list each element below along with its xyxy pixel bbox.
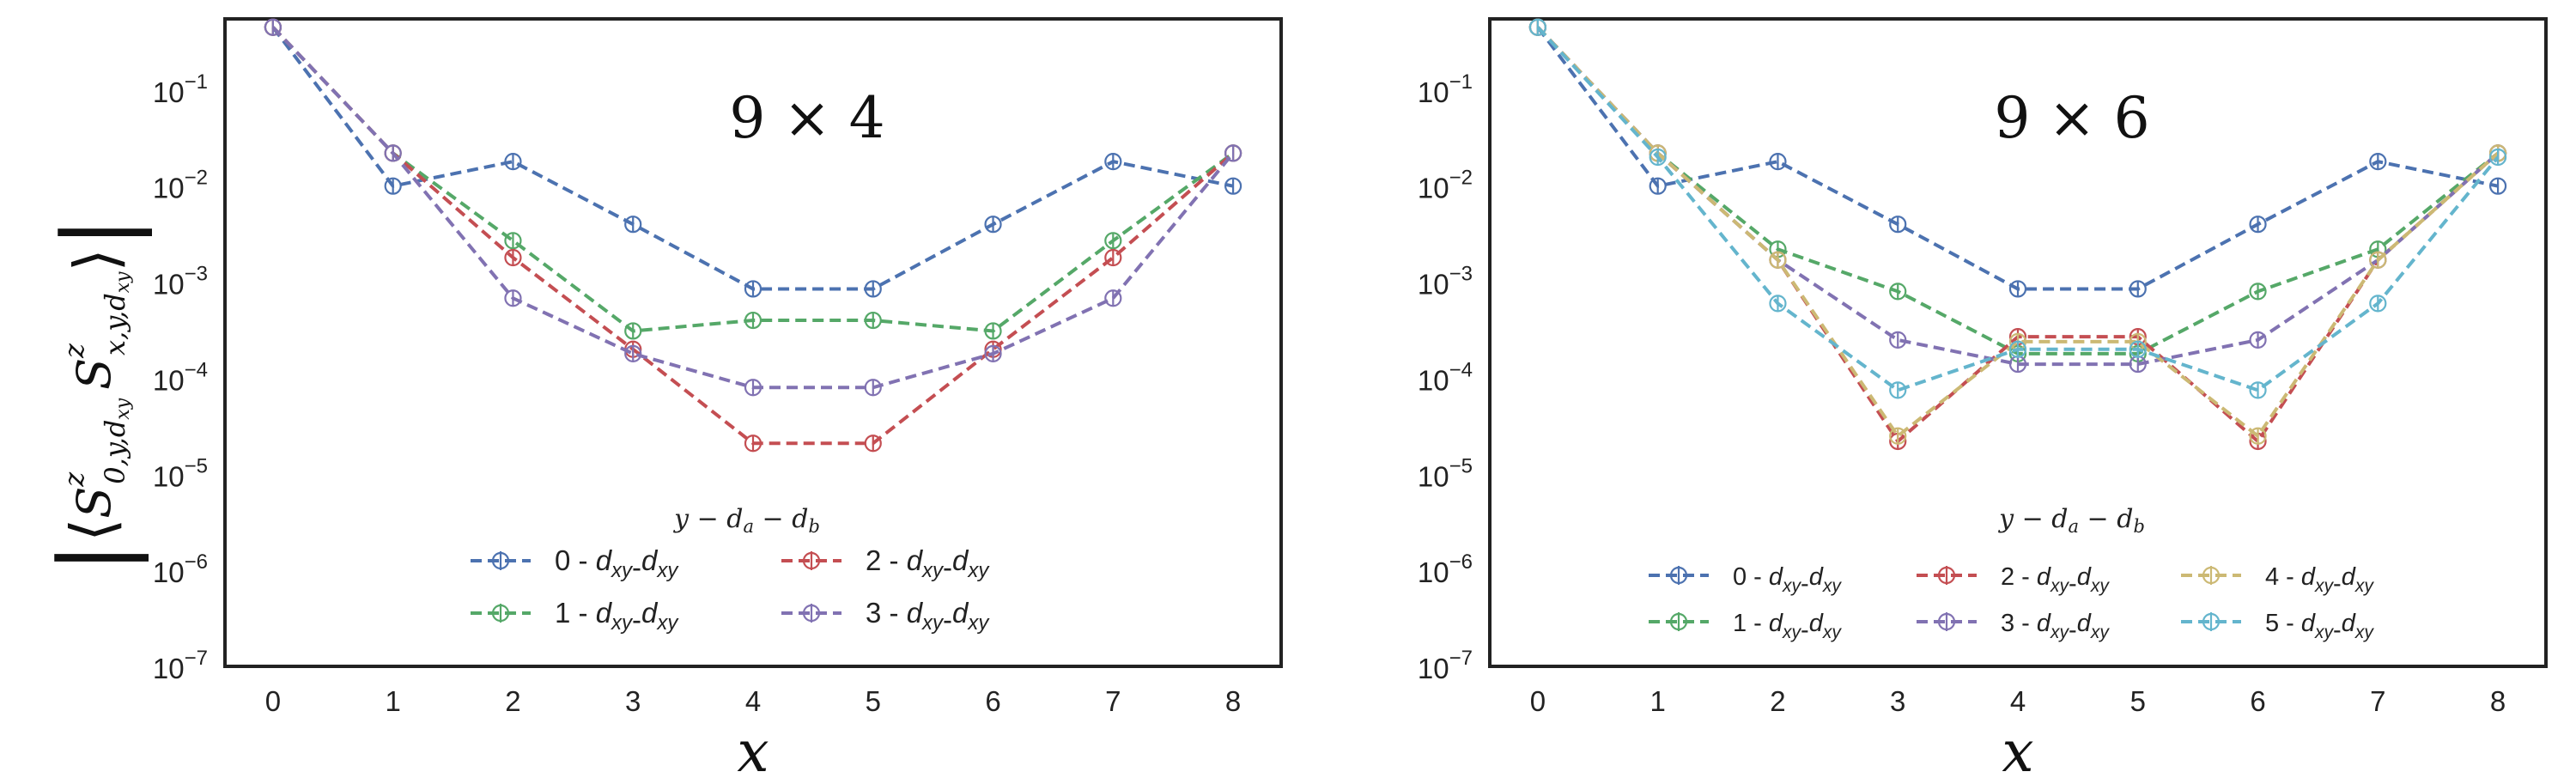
x-tick-label: 3 [1890, 685, 1905, 717]
legend-entry: 3 - dxy-dxy [781, 597, 990, 635]
x-tick-label: 2 [1770, 685, 1785, 717]
legend-title: y − da − db [1997, 504, 2145, 537]
legend-entry: 0 - dxy-dxy [471, 544, 679, 583]
y-tick-label: 10−4 [1418, 358, 1473, 396]
plot-frame [1488, 17, 2548, 668]
series-5 [1528, 18, 2507, 399]
y-tick-label: 10−1 [1418, 70, 1473, 108]
series-3 [264, 18, 1242, 397]
legend-label: 3 - dxy-dxy [2001, 610, 2110, 644]
x-tick-label: 7 [2370, 685, 2385, 717]
series-line [1536, 26, 2500, 439]
legend: y − da − db 0 - dxy-dxy 1 - dxy-dxy 2 - dxy… [471, 504, 990, 635]
legend-entry: 3 - dxy-dxy [1917, 610, 2110, 644]
plot-frame [223, 17, 1283, 668]
series-1 [1528, 18, 2507, 362]
x-tick-label: 5 [866, 685, 881, 717]
x-tick-label: 0 [1530, 685, 1546, 717]
legend-entry: 5 - dxy-dxy [2181, 610, 2374, 644]
x-tick-label: 3 [625, 685, 641, 717]
panel-9x4: 0 1 2 3 4 5 6 7 8 10−7 10−6 10−5 10−4 10−3 10−2 10−1 x 9 … [153, 17, 1283, 784]
x-tick-label: 4 [745, 685, 761, 717]
y-tick-label: 10−2 [153, 167, 208, 204]
series-line [1536, 26, 2499, 291]
legend-label: 4 - dxy-dxy [2265, 563, 2374, 598]
legend-entry: 0 - dxy-dxy [1649, 563, 1842, 598]
legend-entry: 2 - dxy-dxy [781, 544, 990, 583]
series-3 [1528, 18, 2507, 374]
y-tick-label: 10−2 [1418, 167, 1473, 204]
x-tick-label: 0 [265, 685, 281, 717]
x-tick-label: 7 [1105, 685, 1121, 717]
y-tick-label: 10−7 [153, 647, 208, 684]
x-tick-label: 6 [2250, 685, 2265, 717]
legend-entry: 1 - dxy-dxy [1649, 610, 1842, 644]
x-tick-label: 1 [386, 685, 401, 717]
y-tick-label: 10−6 [1418, 550, 1473, 588]
legend-label: 1 - dxy-dxy [555, 597, 679, 635]
y-tick-label: 10−3 [1418, 263, 1473, 301]
x-axis-label: x [737, 719, 769, 784]
x-tick-label: 2 [505, 685, 520, 717]
y-tick-label: 10−7 [1418, 647, 1473, 684]
y-tick-label: 10−5 [153, 454, 208, 492]
series-line [271, 26, 1235, 390]
series-0 [264, 18, 1242, 298]
y-tick-label: 10−5 [1418, 454, 1473, 492]
x-tick-label: 4 [2010, 685, 2026, 717]
legend-entry: 2 - dxy-dxy [1917, 563, 2110, 598]
series-line [1536, 26, 2500, 367]
y-tick-label: 10−4 [153, 358, 208, 396]
legend-label: 0 - dxy-dxy [555, 544, 679, 583]
x-tick-label: 1 [1650, 685, 1666, 717]
legend-title: y − da − db [672, 504, 820, 537]
panel-title: 9 × 6 [1994, 85, 2149, 151]
legend: y − da − db 0 - dxy-dxy 1 - dxy-dxy 2 - dxy… [1649, 504, 2374, 644]
x-tick-label: 5 [2130, 685, 2146, 717]
x-axis-label: x [2002, 719, 2033, 784]
legend-label: 5 - dxy-dxy [2265, 610, 2374, 644]
legend-label: 1 - dxy-dxy [1733, 610, 1842, 644]
x-tick-label: 8 [1225, 685, 1241, 717]
legend-entry: 1 - dxy-dxy [471, 597, 679, 635]
legend-label: 2 - dxy-dxy [2001, 563, 2110, 598]
y-tick-label: 10−6 [153, 550, 208, 588]
y-axis-label: |⟨Sz 0,y,dxySz x,y,dxy⟩| [39, 216, 152, 574]
y-tick-label: 10−1 [153, 70, 208, 108]
x-tick-label: 6 [985, 685, 1000, 717]
series-2 [1528, 18, 2507, 451]
legend-label: 0 - dxy-dxy [1733, 563, 1842, 598]
legend-entry: 4 - dxy-dxy [2181, 563, 2374, 598]
series-line [271, 26, 1234, 291]
y-tick-label: 10−3 [153, 263, 208, 301]
legend-label: 3 - dxy-dxy [866, 597, 990, 635]
series-line [1536, 26, 2500, 356]
panel-title: 9 × 4 [729, 85, 884, 151]
series-4 [1528, 18, 2507, 445]
legend-label: 2 - dxy-dxy [866, 544, 990, 583]
panel-9x6: 0 1 2 3 4 5 6 7 8 10−7 10−6 10−5 10−4 10−3 10−2 10−1 x 9 … [1418, 17, 2548, 784]
x-tick-label: 8 [2490, 685, 2506, 717]
